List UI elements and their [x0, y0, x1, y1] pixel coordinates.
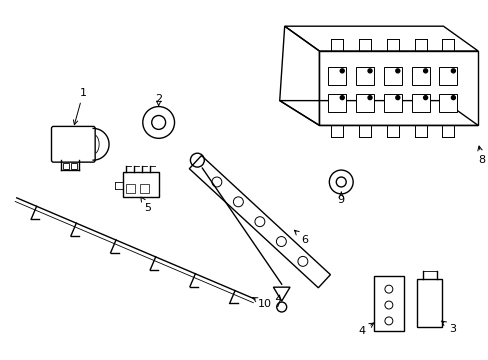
Circle shape: [450, 69, 454, 73]
Bar: [327, 67, 346, 85]
Bar: [383, 94, 401, 112]
Bar: [327, 94, 346, 112]
Text: 3: 3: [441, 321, 455, 334]
Bar: [383, 67, 401, 85]
Bar: [122, 172, 158, 197]
Bar: [411, 94, 428, 112]
Text: 9: 9: [337, 192, 344, 205]
Text: 1: 1: [73, 88, 86, 125]
Bar: [439, 94, 456, 112]
Circle shape: [340, 69, 344, 73]
Bar: [355, 67, 373, 85]
Bar: [411, 67, 428, 85]
Circle shape: [450, 96, 454, 100]
Circle shape: [395, 96, 399, 100]
Circle shape: [423, 69, 427, 73]
Bar: [71, 163, 77, 169]
Bar: [439, 67, 456, 85]
Bar: [416, 279, 442, 327]
Bar: [355, 94, 373, 112]
Bar: [63, 163, 69, 169]
Circle shape: [423, 96, 427, 100]
Text: 10: 10: [252, 297, 271, 309]
Bar: [126, 184, 135, 193]
Circle shape: [395, 69, 399, 73]
Circle shape: [340, 96, 344, 100]
Bar: [373, 276, 403, 331]
Text: 5: 5: [141, 197, 151, 213]
Text: 4: 4: [358, 323, 373, 336]
Circle shape: [367, 96, 371, 100]
Text: 2: 2: [155, 94, 162, 107]
Bar: [140, 184, 148, 193]
Text: 8: 8: [477, 146, 485, 165]
Text: 7: 7: [274, 295, 281, 309]
Text: 6: 6: [294, 230, 307, 244]
Circle shape: [367, 69, 371, 73]
FancyBboxPatch shape: [51, 126, 95, 162]
